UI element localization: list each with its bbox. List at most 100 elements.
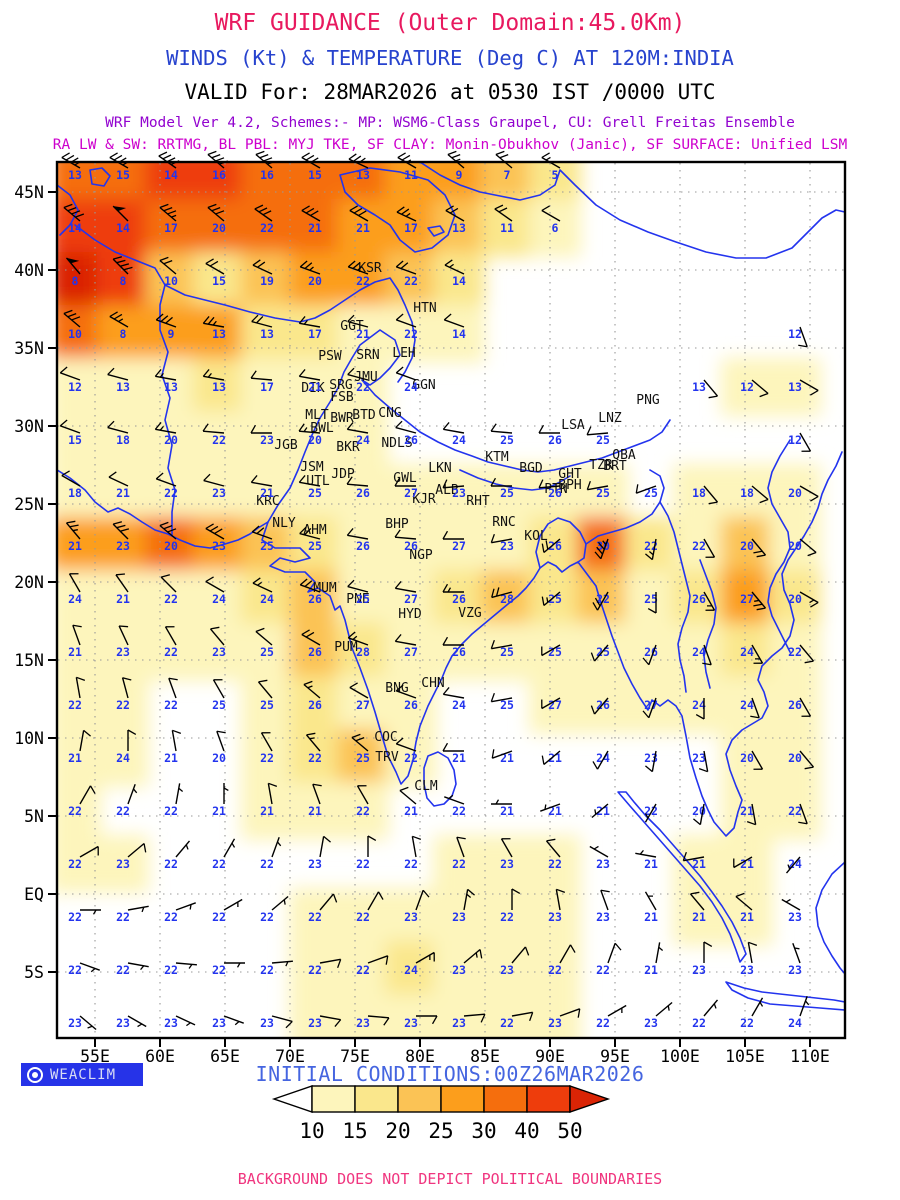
temperature-value: 13: [68, 168, 82, 182]
temperature-value: 9: [168, 327, 175, 341]
temperature-value: 22: [260, 857, 274, 871]
temperature-value: 25: [212, 698, 226, 712]
temperature-value: 22: [548, 857, 562, 871]
temperature-value: 23: [596, 857, 610, 871]
temperature-value: 12: [788, 433, 802, 447]
temperature-value: 21: [356, 327, 370, 341]
station-label: KOL: [524, 529, 548, 544]
border-nepal-south: [459, 469, 571, 491]
valid-time-line: VALID For: 28MAR2026 at 0530 IST /0000 U…: [184, 80, 716, 104]
temperature-value: 13: [164, 380, 178, 394]
wind-barbs-and-temps: 13 15 14 16 16 15 13 11 9 7 5 14 14 17 20 22 21 21 17 13 11 6…: [59, 150, 819, 1031]
temperature-value: 20: [164, 433, 178, 447]
initial-conditions-line: INITIAL CONDITIONS:00Z26MAR2026: [255, 1062, 645, 1086]
border-central-asia: [74, 224, 176, 536]
x-axis-label: 110E: [790, 1047, 830, 1066]
temperature-value: 23: [260, 433, 274, 447]
temperature-value: 23: [500, 539, 514, 553]
temperature-value: 27: [740, 592, 754, 606]
station-label: BRT: [603, 459, 627, 474]
temperature-value: 26: [788, 698, 802, 712]
temperature-value: 13: [452, 221, 466, 235]
station-label: HYD: [398, 607, 422, 622]
temperature-value: 27: [404, 645, 418, 659]
temperature-value: 17: [404, 221, 418, 235]
temperature-value: 25: [260, 698, 274, 712]
temperature-value: 21: [164, 751, 178, 765]
latlon-gridlines: [58, 163, 844, 1037]
temperature-value: 22: [260, 910, 274, 924]
temperature-value: 20: [212, 221, 226, 235]
y-axis-label: 5N: [24, 807, 44, 826]
station-label: PSW: [318, 349, 342, 364]
temperature-value: 26: [308, 592, 322, 606]
station-label: BKR: [336, 440, 360, 455]
y-axis-label: EQ: [24, 885, 44, 904]
temperature-value: 22: [308, 910, 322, 924]
station-label: BWR: [330, 411, 354, 426]
border-bangladesh: [535, 517, 587, 569]
station-label: NGP: [409, 548, 433, 563]
temperature-value: 17: [164, 221, 178, 235]
station-label: LKN: [428, 461, 451, 476]
station-label: KRC: [256, 494, 279, 509]
temperature-value: 16: [260, 168, 274, 182]
temperature-value: 26: [452, 592, 466, 606]
station-label: RNC: [492, 515, 515, 530]
temperature-value: 23: [308, 1016, 322, 1030]
temperature-value: 8: [72, 274, 79, 288]
temperature-value: 21: [548, 751, 562, 765]
temperature-value: 23: [644, 1016, 658, 1030]
temperature-value: 26: [404, 698, 418, 712]
lake-aral: [89, 167, 111, 187]
temperature-value: 25: [500, 698, 514, 712]
border-china-north: [420, 163, 844, 259]
model-schemes-line-2: RA LW & SW: RRTMG, BL PBL: MYJ TKE, SF C…: [52, 137, 848, 153]
temperature-value: 20: [308, 274, 322, 288]
temperature-value: 22: [68, 963, 82, 977]
coastlines: [58, 163, 844, 1011]
temperature-value: 23: [212, 1016, 226, 1030]
temperature-value: 22: [164, 698, 178, 712]
temperature-value: 21: [308, 380, 322, 394]
temperature-value: 25: [500, 486, 514, 500]
temperature-value: 25: [308, 539, 322, 553]
temperature-value: 21: [260, 804, 274, 818]
colorbar-level-label: 40: [514, 1119, 539, 1143]
temperature-value: 21: [644, 857, 658, 871]
station-label: DIK: [301, 381, 325, 396]
temperature-value: 22: [596, 963, 610, 977]
x-axis-label: 85E: [470, 1047, 500, 1066]
temperature-value: 22: [356, 274, 370, 288]
station-label: GGT: [340, 319, 364, 334]
temperature-value: 25: [260, 645, 274, 659]
station-label: KTM: [485, 450, 509, 465]
temperature-value: 15: [116, 168, 130, 182]
temperature-value: 20: [308, 433, 322, 447]
temperature-value: 21: [308, 804, 322, 818]
station-label: LNZ: [598, 411, 622, 426]
temperature-value: 23: [452, 1016, 466, 1030]
station-label: COC: [374, 730, 397, 745]
temperature-value: 23: [596, 910, 610, 924]
temperature-value: 14: [116, 221, 130, 235]
island-sumatra: [617, 791, 747, 963]
temperature-value: 21: [116, 486, 130, 500]
temperature-value: 20: [788, 486, 802, 500]
colorbar-level-label: 10: [299, 1119, 324, 1143]
coast-persian-gulf: [58, 469, 269, 549]
temperature-value: 21: [68, 751, 82, 765]
temperature-value: 23: [116, 857, 130, 871]
x-axis-label: 60E: [145, 1047, 175, 1066]
lake-issyk: [427, 225, 445, 237]
temperature-value: 13: [356, 168, 370, 182]
station-label: SRG: [329, 378, 353, 393]
temperature-value: 26: [404, 539, 418, 553]
temperature-value: 13: [260, 327, 274, 341]
temperature-value: 21: [644, 963, 658, 977]
station-label: CLM: [414, 779, 438, 794]
station-label: GWL: [393, 471, 417, 486]
temperature-value: 24: [404, 963, 418, 977]
temperature-value: 22: [260, 751, 274, 765]
page-subtitle: WINDS (Kt) & TEMPERATURE (Deg C) AT 120M…: [166, 46, 734, 70]
